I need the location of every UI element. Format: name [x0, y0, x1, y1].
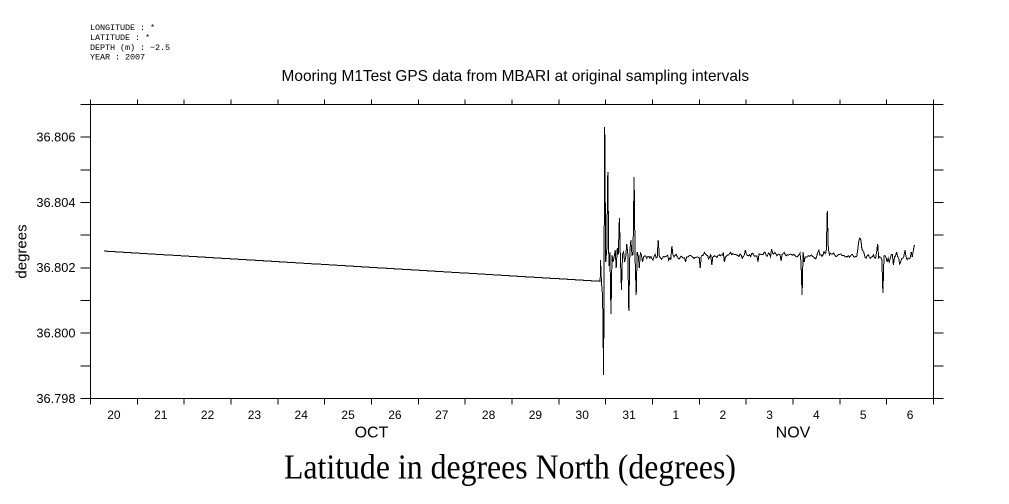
svg-text:22: 22 [201, 408, 215, 422]
svg-text:27: 27 [435, 408, 449, 422]
svg-text:31: 31 [622, 408, 636, 422]
svg-text:Mooring M1Test GPS data from M: Mooring M1Test GPS data from MBARI at or… [282, 68, 750, 85]
svg-text:5: 5 [860, 408, 867, 422]
svg-text:30: 30 [576, 408, 590, 422]
svg-text:24: 24 [295, 408, 309, 422]
svg-text:36.800: 36.800 [36, 326, 75, 341]
svg-text:Latitude in degrees North (deg: Latitude in degrees North (degrees) [284, 448, 736, 486]
svg-text:29: 29 [529, 408, 543, 422]
svg-text:36.798: 36.798 [36, 391, 75, 406]
svg-text:36.802: 36.802 [36, 260, 75, 275]
svg-text:YEAR : 2007: YEAR : 2007 [90, 53, 145, 63]
svg-text:25: 25 [341, 408, 355, 422]
svg-text:36.804: 36.804 [36, 195, 75, 210]
svg-text:degrees: degrees [14, 224, 31, 278]
svg-text:20: 20 [107, 408, 121, 422]
svg-text:23: 23 [248, 408, 262, 422]
svg-text:26: 26 [388, 408, 402, 422]
svg-text:2: 2 [719, 408, 726, 422]
svg-text:28: 28 [482, 408, 496, 422]
svg-text:36.806: 36.806 [36, 130, 75, 145]
svg-text:LONGITUDE : *: LONGITUDE : * [90, 23, 155, 33]
svg-text:OCT: OCT [355, 425, 389, 442]
svg-text:DEPTH (m) : −2.5: DEPTH (m) : −2.5 [90, 43, 170, 53]
svg-text:NOV: NOV [776, 425, 811, 442]
svg-text:6: 6 [907, 408, 914, 422]
svg-text:21: 21 [154, 408, 168, 422]
svg-text:4: 4 [813, 408, 820, 422]
svg-text:3: 3 [766, 408, 773, 422]
svg-text:LATITUDE : *: LATITUDE : * [90, 33, 150, 43]
svg-text:1: 1 [673, 408, 680, 422]
